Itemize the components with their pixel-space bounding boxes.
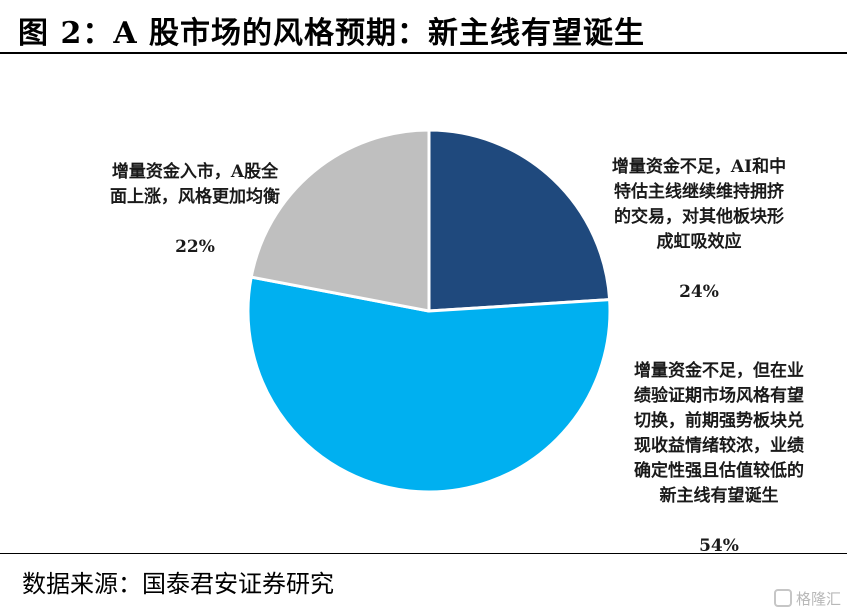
source-note: 数据来源：国泰君安证券研究 (22, 570, 334, 598)
title-divider (0, 52, 847, 54)
slice-label-incremental-funds-text: 增量资金入市，A股全 面上涨，风格更加均衡 (110, 162, 280, 207)
pie-slices (246, 128, 612, 494)
pie-chart (246, 128, 612, 494)
watermark-text: 格隆汇 (795, 590, 841, 608)
watermark: 格隆汇 (773, 588, 841, 609)
footer-divider (0, 553, 847, 554)
chart-title: 图 2：A 股市场的风格预期：新主线有望诞生 (18, 16, 646, 51)
slice-label-incremental-funds: 增量资金入市，A股全 面上涨，风格更加均衡 22% (80, 135, 310, 285)
slice-label-ai-crowding-text: 增量资金不足，AI和中 特估主线继续维持拥挤 的交易，对其他板块形 成虹吸效应 (611, 157, 787, 252)
pie-slice-2 (246, 275, 612, 494)
watermark-logo-icon (773, 589, 792, 607)
slice-label-new-mainline-text: 增量资金不足，但在业 绩验证期市场风格有望 切换，前期强势板块兑 现收益情绪较浓… (634, 361, 804, 506)
slice-label-incremental-funds-percent: 22% (175, 237, 215, 257)
slice-label-new-mainline-percent: 54% (699, 536, 739, 556)
pie-slice-3 (249, 128, 431, 313)
pie-slice-1 (427, 128, 612, 313)
slice-label-new-mainline: 增量资金不足，但在业 绩验证期市场风格有望 切换，前期强势板块兑 现收益情绪较浓… (604, 334, 834, 584)
slice-label-ai-crowding-percent: 24% (679, 282, 719, 302)
slice-label-ai-crowding: 增量资金不足，AI和中 特估主线继续维持拥挤 的交易，对其他板块形 成虹吸效应 … (584, 130, 814, 330)
